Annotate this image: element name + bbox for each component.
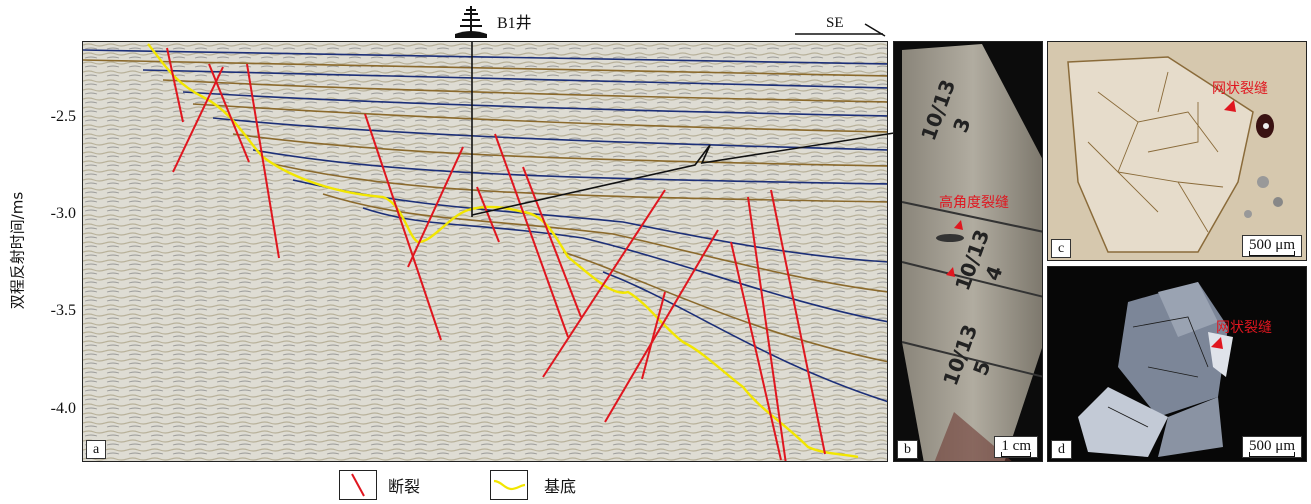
thin-section-panel-d: 网状裂缝 d 500 μm — [1047, 266, 1307, 462]
legend-basement-swatch — [490, 470, 528, 500]
panel-label-a: a — [86, 440, 107, 459]
thin-section-c-image — [1048, 42, 1306, 260]
annotation-high-angle-fracture: 高角度裂缝 — [939, 195, 1009, 211]
seismic-section-image — [83, 42, 887, 461]
well-symbol-icon — [451, 4, 491, 42]
core-photo-image: 10/13 3 10/13 4 10/13 5 — [901, 44, 1042, 461]
panel-label-b: b — [897, 440, 918, 459]
scale-bar-b: 1 cm — [994, 436, 1038, 458]
seismic-panel-a: a — [82, 41, 888, 462]
legend-basement-label: 基底 — [544, 477, 577, 496]
thin-section-panel-c: 网状裂缝 c 500 μm — [1047, 41, 1307, 261]
annotation-net-fracture-d: 网状裂缝 — [1216, 320, 1272, 336]
annotation-net-fracture-c: 网状裂缝 — [1212, 81, 1268, 97]
fault-lines — [166, 47, 826, 461]
y-tick-label: -3.5 — [50, 302, 76, 319]
scale-bar-d: 500 μm — [1242, 436, 1302, 458]
scale-bar-c: 500 μm — [1242, 235, 1302, 257]
y-tick-label: -3.0 — [50, 205, 76, 222]
direction-arrow-icon — [795, 23, 886, 37]
legend-fault-label: 断裂 — [388, 477, 421, 496]
direction-label: SE — [826, 15, 844, 31]
y-tick-label: -4.0 — [50, 400, 76, 417]
panel-label-d: d — [1051, 440, 1072, 459]
legend-fault-swatch — [339, 470, 377, 500]
thin-section-d-image — [1048, 267, 1306, 461]
well-label: B1井 — [497, 15, 532, 32]
core-photo-panel-b: 10/13 3 10/13 4 10/13 5 高角度裂缝 b 1 cm — [893, 41, 1043, 462]
panel-label-c: c — [1051, 239, 1072, 258]
core-connector-line — [471, 132, 895, 216]
y-tick-label: -2.5 — [50, 108, 76, 125]
